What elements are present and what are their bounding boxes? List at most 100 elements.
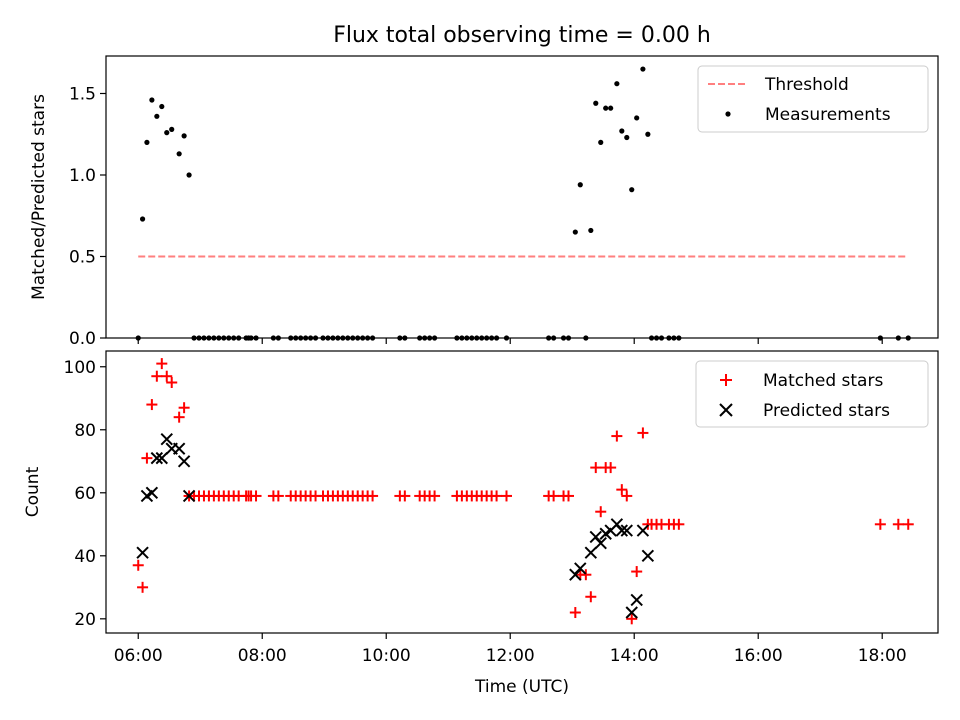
predicted-star-point	[630, 593, 643, 607]
counts-axes-frame	[105, 350, 939, 634]
measurement-point	[186, 172, 192, 178]
x-tick-label: 18:00	[858, 646, 907, 666]
x-tick-label: 06:00	[114, 646, 163, 666]
predicted-star-point	[625, 606, 638, 619]
matched-star-point	[631, 566, 643, 578]
measurement-point	[181, 133, 187, 139]
counts-panel: 20 40 60 80 100 06:00 08:00 10:00 12:00 14:00 16:…	[23, 350, 939, 697]
matched-star-point	[173, 411, 185, 423]
predicted-star-point	[160, 433, 173, 446]
matched-legend-swatch	[720, 374, 732, 386]
figure-title: Flux total observing time = 0.00 h	[333, 23, 711, 48]
measurement-point	[614, 81, 620, 87]
y-tick-label: 20	[74, 610, 96, 630]
y-tick-label: 1.5	[69, 84, 96, 104]
measurement-point	[629, 187, 635, 193]
ratio-y-ticks: 0.0 0.5 1.0 1.5	[69, 84, 106, 349]
x-tick-label: 14:00	[610, 646, 659, 666]
y-tick-label: 100	[64, 358, 96, 378]
predicted-legend-label: Predicted stars	[763, 401, 890, 421]
matched-star-point	[673, 518, 685, 530]
counts-y-label: Count	[23, 466, 43, 517]
matched-star-point	[874, 518, 886, 530]
ratio-y-label: Matched/Predicted stars	[29, 94, 49, 300]
measurement-point	[577, 182, 583, 188]
matched-star-point	[429, 490, 441, 502]
matched-star-point	[892, 518, 904, 530]
predicted-star-point	[641, 549, 655, 563]
matched-star-point	[611, 430, 623, 442]
ratio-legend: Threshold Measurements	[697, 65, 929, 133]
predicted-star-point	[182, 489, 196, 503]
measurement-point	[593, 100, 599, 106]
matched-star-point	[250, 490, 262, 502]
matched-star-point	[637, 427, 649, 439]
predicted-legend-swatch	[719, 403, 733, 417]
y-tick-label: 0.0	[69, 329, 96, 349]
predicted-star-point	[594, 536, 607, 550]
predicted-star-point	[136, 546, 149, 559]
predicted-star-point	[155, 451, 169, 465]
x-tick-label: 12:00	[486, 646, 535, 666]
matched-star-point	[272, 490, 284, 502]
measurements-legend-swatch	[725, 111, 731, 117]
counts-legend: Matched stars Predicted stars	[695, 360, 929, 428]
measurement-point	[640, 66, 646, 72]
measurement-point	[139, 216, 146, 222]
matched-star-point	[141, 452, 153, 464]
matched-legend-label: Matched stars	[763, 371, 883, 391]
measurement-point	[603, 105, 609, 111]
measurement-point	[634, 115, 640, 121]
counts-y-ticks: 20 40 60 80 100	[64, 358, 106, 630]
x-axis-label: Time (UTC)	[474, 677, 569, 697]
x-tick-label: 08:00	[238, 646, 287, 666]
ratio-legend-frame	[697, 65, 929, 133]
matched-star-point	[166, 377, 178, 389]
matched-star-point	[151, 370, 163, 382]
matched-stars-series	[132, 358, 914, 625]
predicted-star-point	[177, 455, 191, 468]
matched-star-point	[562, 490, 574, 502]
measurement-point	[619, 128, 625, 134]
y-tick-label: 0.5	[69, 247, 96, 267]
ratio-axes-frame	[105, 55, 939, 339]
matched-star-point	[132, 559, 144, 571]
counts-legend-frame	[695, 360, 929, 428]
counts-x-ticks: 06:00 08:00 10:00 12:00 14:00 16:00 18:00	[114, 633, 907, 666]
measurements-legend-label: Measurements	[765, 105, 891, 125]
matched-star-point	[590, 462, 602, 474]
measurement-point	[169, 126, 175, 132]
matched-star-point	[161, 370, 173, 382]
matched-star-point	[137, 581, 149, 593]
matched-star-point	[367, 490, 379, 502]
measurement-point	[572, 229, 578, 235]
measurement-point	[144, 139, 150, 145]
measurement-point	[624, 134, 630, 141]
matched-star-point	[548, 490, 560, 502]
predicted-star-point	[615, 524, 629, 537]
ratio-panel: 0.0 0.5 1.0 1.5 Matched/Predicted stars Thr…	[29, 55, 939, 349]
predicted-star-point	[574, 562, 587, 575]
predicted-star-point	[145, 486, 159, 499]
y-tick-label: 80	[74, 421, 96, 441]
measurement-point	[149, 97, 155, 103]
matched-star-point	[156, 358, 168, 370]
matched-star-point	[616, 484, 628, 496]
x-tick-label: 10:00	[362, 646, 411, 666]
matched-star-point	[178, 402, 190, 414]
measurement-point	[588, 227, 594, 234]
threshold-legend-label: Threshold	[764, 75, 849, 95]
predicted-star-point	[636, 524, 650, 537]
matched-star-point	[595, 506, 607, 518]
matched-star-point	[399, 490, 411, 502]
measurement-point	[159, 103, 165, 110]
predicted-star-point	[584, 546, 598, 559]
matched-star-point	[501, 490, 513, 502]
measurement-point	[608, 105, 614, 111]
matched-star-point	[605, 462, 617, 474]
y-tick-label: 60	[74, 484, 96, 504]
matched-star-point	[146, 399, 158, 411]
measurement-point	[176, 151, 182, 157]
predicted-star-point	[620, 524, 633, 537]
